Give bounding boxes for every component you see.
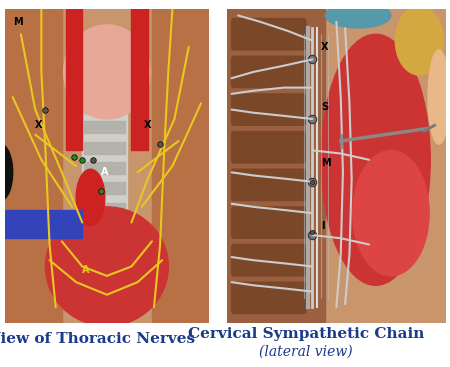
Bar bbox=[84, 101, 125, 113]
Ellipse shape bbox=[325, 3, 391, 28]
FancyBboxPatch shape bbox=[232, 56, 306, 88]
Text: X: X bbox=[144, 120, 151, 130]
Text: (lateral view): (lateral view) bbox=[259, 345, 353, 359]
Text: Cervical Sympathetic Chain: Cervical Sympathetic Chain bbox=[188, 327, 424, 341]
Bar bbox=[4, 9, 62, 323]
Bar bbox=[82, 56, 127, 244]
Bar bbox=[84, 80, 125, 92]
FancyBboxPatch shape bbox=[232, 94, 306, 125]
Ellipse shape bbox=[76, 169, 105, 226]
Text: X: X bbox=[35, 120, 43, 130]
Bar bbox=[4, 210, 82, 238]
Ellipse shape bbox=[0, 144, 13, 201]
Text: X: X bbox=[321, 42, 328, 52]
FancyBboxPatch shape bbox=[232, 282, 306, 313]
Text: A: A bbox=[101, 167, 108, 178]
Ellipse shape bbox=[64, 25, 150, 119]
Bar bbox=[84, 182, 125, 194]
Text: M: M bbox=[13, 17, 22, 27]
Text: Anterior View of Thoracic Nerves: Anterior View of Thoracic Nerves bbox=[0, 333, 196, 346]
Bar bbox=[227, 9, 325, 323]
Ellipse shape bbox=[428, 50, 450, 144]
Bar bbox=[66, 9, 82, 150]
Bar bbox=[152, 9, 209, 323]
FancyBboxPatch shape bbox=[232, 131, 306, 163]
FancyBboxPatch shape bbox=[232, 207, 306, 238]
Ellipse shape bbox=[321, 34, 430, 285]
Bar bbox=[84, 121, 125, 133]
FancyBboxPatch shape bbox=[232, 244, 306, 276]
Ellipse shape bbox=[64, 37, 101, 106]
Bar bbox=[84, 223, 125, 235]
Ellipse shape bbox=[113, 37, 150, 106]
Text: M: M bbox=[321, 158, 331, 168]
Text: A: A bbox=[82, 265, 90, 275]
Ellipse shape bbox=[395, 6, 443, 75]
Ellipse shape bbox=[45, 207, 168, 326]
Bar bbox=[84, 142, 125, 153]
Bar bbox=[131, 9, 148, 150]
Text: I: I bbox=[321, 221, 324, 231]
Bar bbox=[84, 203, 125, 215]
Text: S: S bbox=[321, 102, 328, 112]
FancyBboxPatch shape bbox=[232, 19, 306, 50]
Bar bbox=[84, 162, 125, 174]
FancyBboxPatch shape bbox=[232, 169, 306, 201]
Bar bbox=[84, 60, 125, 72]
Ellipse shape bbox=[353, 150, 429, 276]
